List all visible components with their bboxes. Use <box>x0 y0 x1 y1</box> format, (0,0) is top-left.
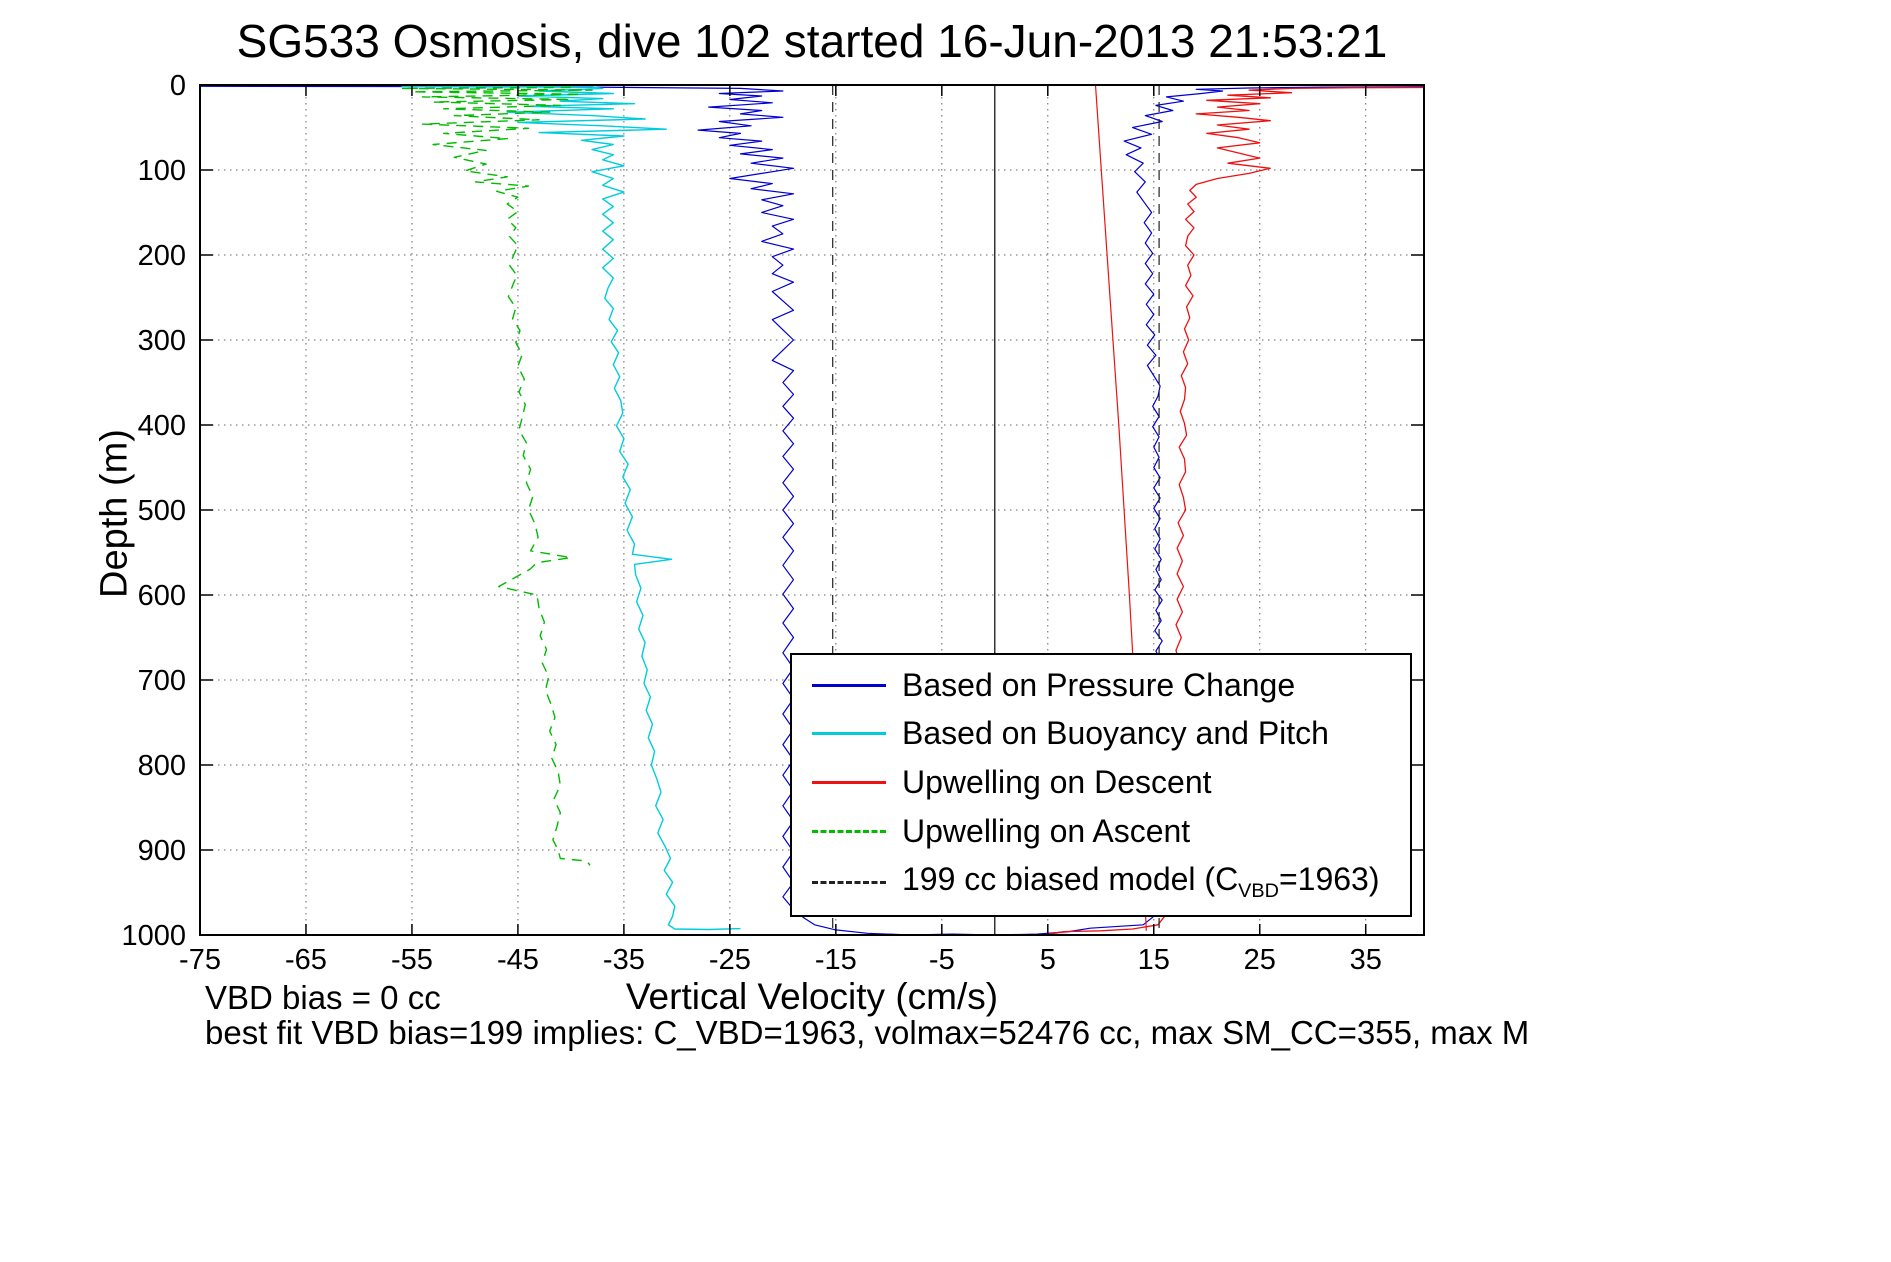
legend-label: Based on Buoyancy and Pitch <box>902 715 1329 752</box>
x-tick-label: 5 <box>1040 944 1056 976</box>
x-tick-label: 25 <box>1244 944 1276 976</box>
series-based-on-buoyancy-and-pitch <box>401 85 741 931</box>
legend-line-sample-cyan <box>812 732 886 736</box>
x-tick-label: -55 <box>391 944 433 976</box>
y-axis-label: Depth (m) <box>93 429 136 598</box>
y-tick-label: 1000 <box>121 920 186 952</box>
y-tick-label: 600 <box>138 580 186 612</box>
legend-line-sample-red <box>812 781 886 785</box>
y-tick-label: 900 <box>138 835 186 867</box>
x-tick-label: -5 <box>929 944 955 976</box>
y-tick-label: 300 <box>138 325 186 357</box>
x-tick-label: -15 <box>815 944 857 976</box>
y-tick-label: 200 <box>138 240 186 272</box>
x-axis-label: Vertical Velocity (cm/s) <box>625 976 999 1017</box>
legend-label-post: =1963) <box>1278 861 1380 898</box>
legend-line-sample-black-dashed <box>812 880 886 884</box>
y-tick-label: 800 <box>138 750 186 782</box>
legend-label: Upwelling on Ascent <box>902 812 1191 849</box>
x-tick-label: 15 <box>1138 944 1170 976</box>
legend-label-sub: VBD <box>1238 880 1279 903</box>
legend-line-sample-green-dashed <box>812 829 886 833</box>
x-tick-label: -25 <box>709 944 751 976</box>
x-tick-label: -35 <box>603 944 645 976</box>
x-tick-label: -45 <box>497 944 539 976</box>
x-tick-label: -75 <box>179 944 221 976</box>
y-tick-label: 400 <box>138 410 186 442</box>
legend-item-biased-model: 199 cc biased model (CVBD=1963) <box>792 861 1410 903</box>
legend-item-buoyancy-pitch: Based on Buoyancy and Pitch <box>792 715 1410 752</box>
legend-line-sample-blue <box>812 683 886 687</box>
legend-item-pressure-change: Based on Pressure Change <box>792 667 1410 704</box>
series-upwelling-on-ascent <box>400 86 593 866</box>
chart-title: SG533 Osmosis, dive 102 started 16-Jun-2… <box>236 15 1388 67</box>
x-tick-label: -65 <box>285 944 327 976</box>
vbd-bias-annotation: VBD bias = 0 cc <box>205 979 441 1016</box>
y-tick-label: 100 <box>138 155 186 187</box>
y-tick-label: 0 <box>170 70 186 102</box>
legend: Based on Pressure Change Based on Buoyan… <box>790 653 1412 917</box>
legend-label-pre: 199 cc biased model (C <box>902 861 1239 898</box>
legend-label: 199 cc biased model (CVBD=1963) <box>902 861 1379 903</box>
y-tick-label: 700 <box>138 665 186 697</box>
legend-label: Upwelling on Descent <box>902 764 1212 801</box>
best-fit-annotation: best fit VBD bias=199 implies: C_VBD=196… <box>205 1014 1530 1051</box>
legend-item-upwelling-descent: Upwelling on Descent <box>792 764 1410 801</box>
x-tick-label: 35 <box>1350 944 1382 976</box>
legend-label: Based on Pressure Change <box>902 666 1296 703</box>
y-tick-label: 500 <box>138 495 186 527</box>
legend-item-upwelling-ascent: Upwelling on Ascent <box>792 813 1410 850</box>
